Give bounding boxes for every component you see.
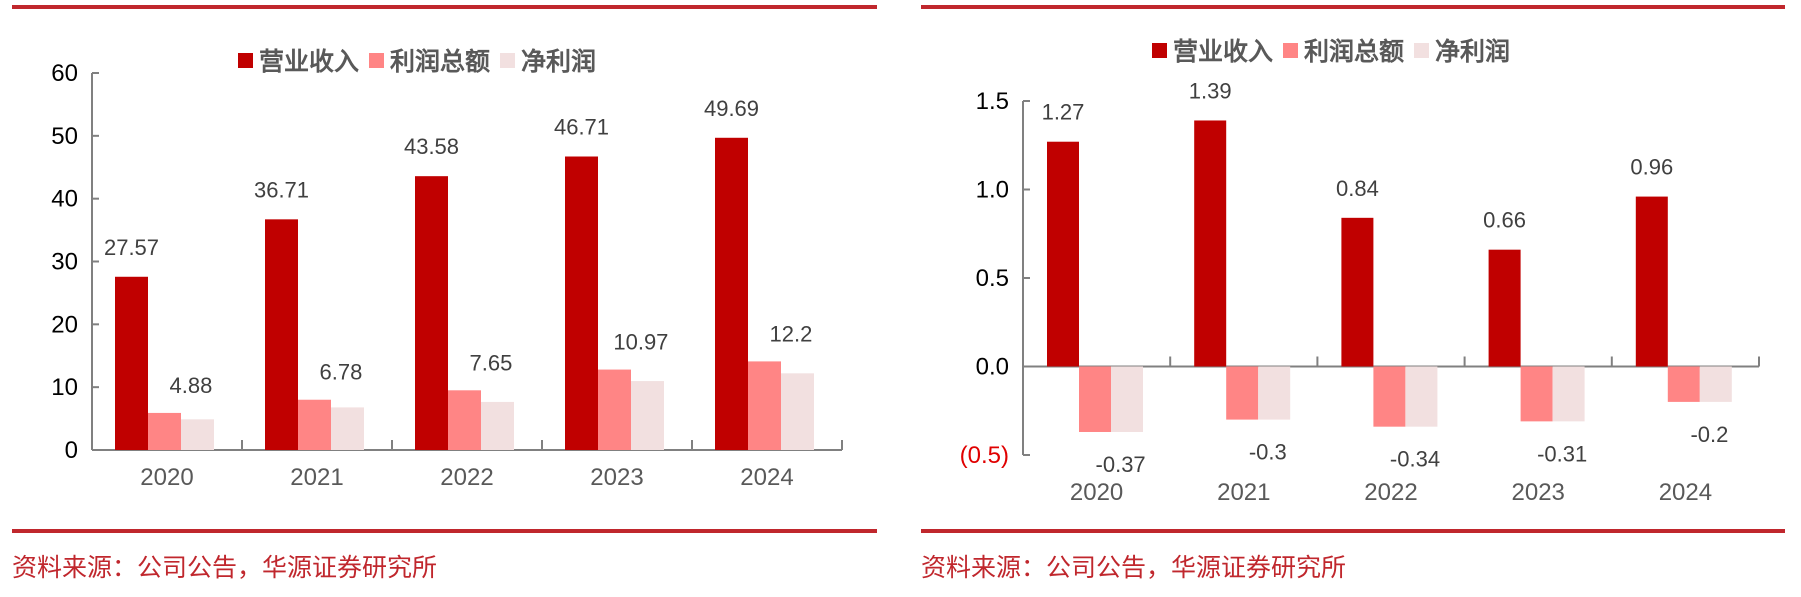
x-tick-label: 2021 xyxy=(1217,479,1270,506)
data-label-net-profit: -0.37 xyxy=(1096,452,1146,477)
bottom-rule-right xyxy=(921,529,1785,533)
legend-item: 营业收入 xyxy=(238,42,359,78)
legend-swatch-total-profit xyxy=(1283,42,1299,58)
bar-total-profit xyxy=(598,369,631,450)
y-tick-label: 0.5 xyxy=(976,265,1009,292)
bar-net-profit xyxy=(181,419,214,450)
legend-item: 利润总额 xyxy=(369,42,490,78)
x-tick-label: 2022 xyxy=(1364,479,1417,506)
data-label-net-profit: -0.31 xyxy=(1537,441,1587,466)
data-label-net-profit: -0.34 xyxy=(1390,447,1440,472)
data-label-revenue: 27.57 xyxy=(104,235,159,260)
bar-total-profit xyxy=(298,399,331,450)
x-tick-label: 2020 xyxy=(1070,479,1123,506)
data-label-revenue: 0.84 xyxy=(1336,176,1379,201)
y-tick-label: 20 xyxy=(51,311,78,338)
y-tick-label: (0.5) xyxy=(960,442,1009,469)
bar-total-profit xyxy=(148,412,181,450)
bar-net-profit xyxy=(1111,366,1143,432)
data-label-revenue: 0.66 xyxy=(1483,208,1526,233)
bar-revenue xyxy=(565,156,598,450)
data-label-revenue: 1.39 xyxy=(1189,78,1232,103)
legend-label: 净利润 xyxy=(1435,38,1511,66)
bar-net-profit xyxy=(631,381,664,450)
data-label-net-profit: 12.2 xyxy=(769,321,812,346)
y-tick-label: 1.0 xyxy=(976,177,1009,204)
legend-swatch-net-profit xyxy=(1414,42,1430,58)
x-tick-label: 2020 xyxy=(140,464,193,491)
legend-right: 营业收入 利润总额 净利润 xyxy=(1152,32,1520,68)
bar-revenue xyxy=(1635,196,1668,367)
x-tick-label: 2023 xyxy=(1512,479,1565,506)
legend-label: 净利润 xyxy=(521,48,597,76)
x-tick-label: 2023 xyxy=(590,464,643,491)
legend-item: 净利润 xyxy=(500,42,596,78)
data-label-revenue: 0.96 xyxy=(1630,155,1673,180)
data-label-revenue: 49.69 xyxy=(704,96,759,121)
data-label-net-profit: -0.2 xyxy=(1690,422,1728,447)
data-label-revenue: 36.71 xyxy=(254,177,309,202)
legend-label: 营业收入 xyxy=(1173,38,1274,66)
legend-swatch-net-profit xyxy=(500,52,516,68)
bar-total-profit xyxy=(1226,366,1259,420)
y-tick-label: 1.5 xyxy=(976,88,1009,115)
bar-total-profit xyxy=(1667,366,1700,402)
y-tick-label: 30 xyxy=(51,249,78,276)
top-rule-left xyxy=(12,5,877,9)
bar-total-profit xyxy=(748,361,781,450)
bar-revenue xyxy=(715,137,748,450)
bar-revenue xyxy=(115,276,148,450)
data-label-revenue: 43.58 xyxy=(404,134,459,159)
bar-net-profit xyxy=(781,373,814,450)
bottom-rule-left xyxy=(12,529,877,533)
legend-item: 营业收入 xyxy=(1152,32,1273,68)
source-note-right: 资料来源：公司公告，华源证券研究所 xyxy=(921,553,1347,582)
x-tick-label: 2024 xyxy=(1659,479,1712,506)
legend-swatch-revenue xyxy=(238,52,253,68)
legend-item: 利润总额 xyxy=(1283,32,1404,68)
bar-revenue xyxy=(1047,141,1079,367)
data-label-net-profit: 7.65 xyxy=(469,350,512,375)
y-tick-label: 0.0 xyxy=(976,354,1009,381)
bar-net-profit xyxy=(1552,366,1585,422)
legend-swatch-total-profit xyxy=(369,52,385,68)
bar-revenue xyxy=(1488,249,1521,367)
bar-total-profit xyxy=(1520,366,1553,422)
bar-net-profit xyxy=(481,401,514,450)
x-tick-label: 2024 xyxy=(740,464,793,491)
data-label-net-profit: -0.3 xyxy=(1249,440,1287,465)
bar-net-profit xyxy=(1258,366,1291,420)
data-label-net-profit: 4.88 xyxy=(169,373,212,398)
bar-total-profit xyxy=(448,390,481,450)
legend-item: 净利润 xyxy=(1414,32,1510,68)
legend-label: 利润总额 xyxy=(1304,38,1405,66)
bar-net-profit xyxy=(1405,366,1438,427)
legend-label: 营业收入 xyxy=(259,48,360,76)
bar-revenue xyxy=(1194,120,1227,367)
y-tick-label: 40 xyxy=(51,186,78,213)
legend-swatch-revenue xyxy=(1152,42,1167,58)
bar-net-profit xyxy=(331,407,364,450)
x-tick-label: 2021 xyxy=(290,464,343,491)
bar-revenue xyxy=(415,176,448,450)
source-note-left: 资料来源：公司公告，华源证券研究所 xyxy=(12,553,438,582)
top-rule-right xyxy=(921,5,1785,9)
y-tick-label: 10 xyxy=(51,374,78,401)
data-label-net-profit: 10.97 xyxy=(613,330,668,355)
bar-total-profit xyxy=(1373,366,1406,427)
bar-total-profit xyxy=(1079,366,1111,432)
bar-net-profit xyxy=(1699,366,1732,402)
y-tick-label: 0 xyxy=(65,437,78,464)
y-tick-label: 60 xyxy=(51,60,78,87)
legend-label: 利润总额 xyxy=(390,48,491,76)
data-label-revenue: 46.71 xyxy=(554,115,609,140)
data-label-net-profit: 6.78 xyxy=(319,360,362,385)
x-tick-label: 2022 xyxy=(440,464,493,491)
bar-revenue xyxy=(265,219,298,450)
y-tick-label: 50 xyxy=(51,123,78,150)
data-label-revenue: 1.27 xyxy=(1042,100,1085,125)
legend-left: 营业收入 利润总额 净利润 xyxy=(238,42,606,78)
bar-revenue xyxy=(1341,217,1374,367)
